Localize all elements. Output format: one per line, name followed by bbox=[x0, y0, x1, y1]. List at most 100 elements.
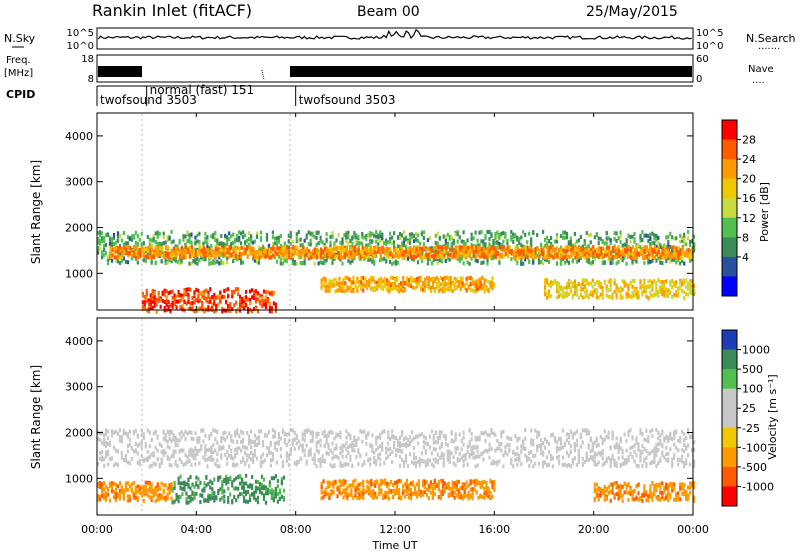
power-cell bbox=[385, 259, 388, 264]
power-cell bbox=[619, 295, 622, 300]
velocity-cell bbox=[508, 436, 511, 441]
power-cell bbox=[130, 234, 133, 239]
power-cell bbox=[168, 236, 171, 241]
velocity-cell bbox=[401, 449, 404, 454]
velocity-cell bbox=[210, 432, 213, 437]
velocity-cell bbox=[466, 444, 469, 449]
power-cell bbox=[550, 245, 553, 250]
velocity-cell bbox=[180, 459, 183, 464]
velocity-cell bbox=[542, 450, 545, 455]
power-cell bbox=[141, 246, 144, 250]
velocity-cell bbox=[226, 461, 229, 466]
velocity-cell bbox=[228, 453, 231, 458]
velocity-cell bbox=[273, 445, 276, 450]
power-cell bbox=[490, 234, 493, 239]
power-cell bbox=[476, 259, 479, 264]
velocity-cell bbox=[126, 460, 129, 465]
velocity-cell bbox=[522, 440, 525, 445]
power-cell bbox=[467, 246, 470, 251]
velocity-cell bbox=[252, 458, 255, 463]
power-cell bbox=[331, 234, 334, 239]
power-cell bbox=[687, 248, 690, 252]
power-cell bbox=[469, 245, 472, 250]
power-cell bbox=[367, 254, 370, 259]
velocity-cell bbox=[569, 464, 572, 469]
power-cell bbox=[685, 242, 688, 247]
power-cell bbox=[257, 245, 261, 250]
velocity-cell bbox=[234, 454, 237, 459]
power-cell bbox=[242, 246, 245, 251]
power-cell bbox=[375, 239, 378, 244]
power-cell bbox=[573, 290, 576, 295]
power-cell bbox=[629, 294, 632, 299]
velocity-cell bbox=[311, 434, 314, 438]
power-cell bbox=[274, 253, 277, 258]
power-cell bbox=[649, 237, 652, 241]
velocity-cell bbox=[434, 447, 437, 452]
velocity-cell bbox=[420, 451, 423, 456]
velocity-cell bbox=[144, 444, 147, 449]
velocity-cell bbox=[341, 448, 344, 453]
power-cell bbox=[609, 283, 612, 288]
power-cell bbox=[510, 257, 513, 262]
velocity-cell bbox=[426, 462, 429, 467]
velocity-cell bbox=[148, 455, 151, 460]
velocity-cell bbox=[488, 433, 491, 438]
power-cell bbox=[157, 298, 160, 303]
power-cell bbox=[289, 241, 292, 246]
power-cell bbox=[399, 245, 402, 250]
power-cell bbox=[209, 296, 212, 301]
velocity-cell bbox=[544, 445, 547, 450]
power-cell bbox=[607, 236, 610, 241]
power-cell bbox=[212, 253, 215, 258]
power-cell bbox=[392, 286, 395, 291]
power-cell bbox=[126, 241, 129, 246]
velocity-cell bbox=[347, 432, 350, 437]
power-cell bbox=[581, 278, 584, 283]
velocity-cell bbox=[301, 448, 304, 453]
velocity-cell bbox=[428, 434, 431, 439]
power-cell bbox=[506, 239, 509, 243]
power-cell bbox=[339, 240, 342, 245]
power-cell bbox=[141, 291, 144, 296]
velocity-cell bbox=[106, 429, 110, 434]
power-cell bbox=[227, 304, 230, 308]
velocity-cell bbox=[520, 462, 523, 467]
velocity-cell bbox=[170, 439, 173, 444]
power-cell bbox=[349, 251, 352, 256]
power-cell bbox=[381, 235, 384, 240]
velocity-cell bbox=[448, 455, 451, 460]
power-cell bbox=[496, 240, 499, 245]
velocity-cell bbox=[490, 430, 493, 435]
power-cell bbox=[214, 230, 217, 235]
power-cell bbox=[223, 289, 226, 293]
power-cell bbox=[389, 259, 392, 264]
velocity-cell bbox=[355, 440, 358, 445]
power-cell bbox=[187, 287, 190, 292]
power-cell bbox=[653, 278, 656, 283]
power-cell bbox=[198, 231, 201, 236]
velocity-cell bbox=[559, 440, 563, 445]
velocity-cell bbox=[472, 450, 475, 455]
velocity-cell bbox=[500, 430, 503, 435]
velocity-cell bbox=[277, 439, 280, 444]
velocity-cell bbox=[232, 456, 235, 461]
power-cell bbox=[101, 255, 104, 260]
power-cell bbox=[606, 248, 609, 253]
power-cell bbox=[663, 255, 666, 260]
power-cell bbox=[191, 296, 194, 300]
power-cell bbox=[512, 240, 515, 244]
power-cell bbox=[434, 240, 437, 245]
power-cell bbox=[639, 235, 642, 240]
power-cell bbox=[208, 250, 211, 255]
velocity-cell bbox=[216, 452, 219, 457]
power-cell bbox=[282, 245, 285, 250]
power-cell bbox=[354, 284, 357, 289]
power-cell bbox=[317, 261, 320, 266]
velocity-cell bbox=[285, 454, 288, 459]
power-cell bbox=[609, 241, 612, 245]
power-cell bbox=[601, 240, 604, 245]
velocity-cell bbox=[329, 463, 332, 468]
power-cell bbox=[361, 231, 364, 236]
power-cell bbox=[385, 246, 388, 251]
